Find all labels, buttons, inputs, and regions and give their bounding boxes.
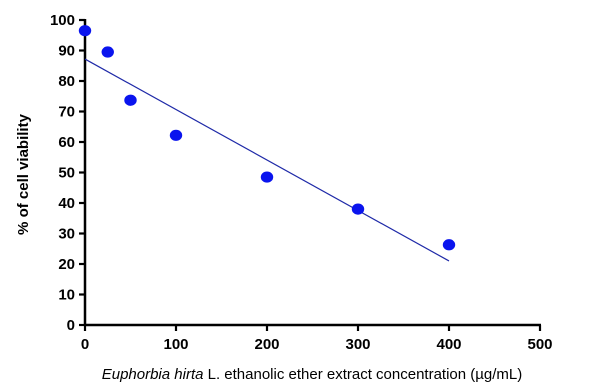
data-point — [124, 94, 137, 106]
y-axis-ticks: 0 10 20 30 40 50 60 70 80 90 100 — [50, 12, 85, 334]
x-tick-label: 500 — [527, 336, 552, 353]
x-tick-label: 300 — [345, 336, 370, 353]
x-tick-label: 400 — [436, 336, 461, 353]
data-points — [78, 25, 456, 251]
y-tick-label: 20 — [58, 256, 75, 273]
data-point — [351, 203, 365, 215]
y-tick-label: 90 — [58, 43, 75, 60]
y-tick-label: 10 — [58, 287, 75, 304]
y-axis-title: % of cell viability — [15, 113, 32, 235]
x-tick-label: 0 — [81, 336, 89, 353]
data-point — [169, 129, 183, 141]
data-point — [101, 46, 114, 58]
data-point — [78, 25, 92, 37]
data-point — [442, 239, 456, 251]
y-tick-label: 50 — [58, 165, 75, 182]
x-tick-label: 100 — [163, 336, 188, 353]
y-tick-label: 80 — [58, 73, 75, 90]
y-tick-label: 30 — [58, 226, 75, 243]
x-tick-label: 200 — [254, 336, 279, 353]
y-tick-label: 70 — [58, 104, 75, 121]
trend-line — [84, 58, 450, 262]
x-axis-title: Euphorbia hirta L. ethanolic ether extra… — [102, 366, 523, 383]
x-axis-ticks: 0 100 200 300 400 500 — [81, 325, 553, 353]
y-tick-label: 100 — [50, 12, 75, 29]
data-point — [260, 171, 274, 183]
y-tick-label: 60 — [58, 134, 75, 151]
x-axis-title-rest: L. ethanolic ether extract concentration… — [203, 366, 522, 383]
x-axis-title-species: Euphorbia hirta — [102, 366, 204, 383]
y-tick-label: 40 — [58, 195, 75, 212]
y-tick-label: 0 — [67, 317, 75, 334]
